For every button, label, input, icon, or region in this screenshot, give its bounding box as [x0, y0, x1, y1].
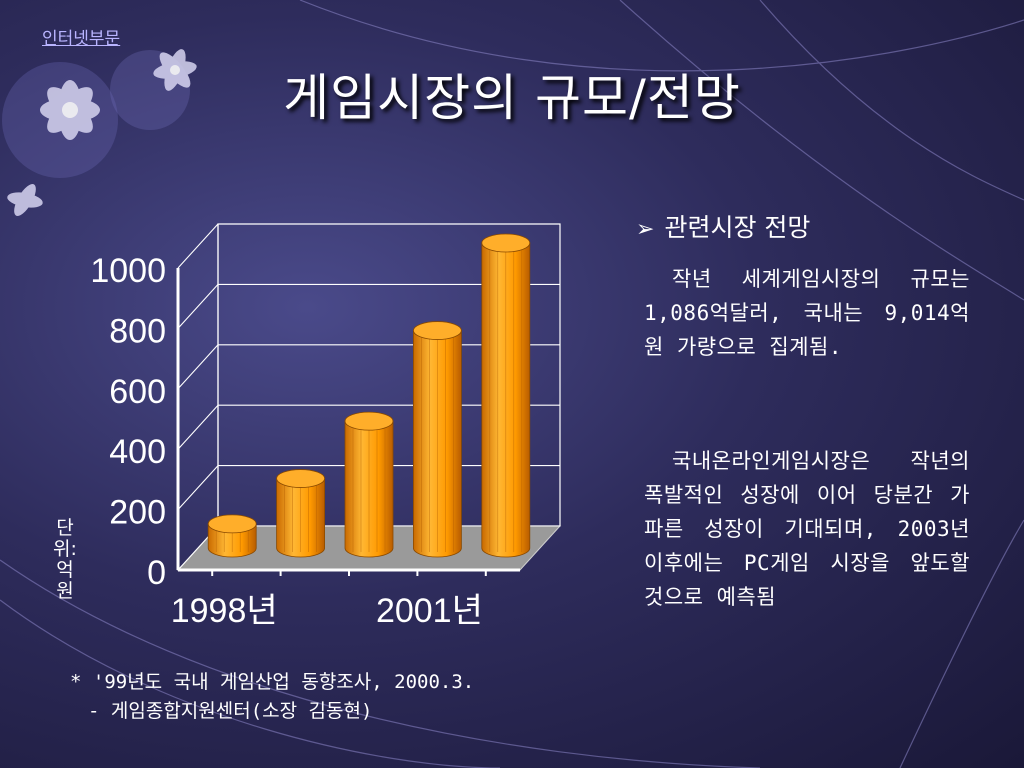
x-tick-label: 1998년: [171, 592, 278, 630]
bar-cap: [276, 469, 326, 488]
bar-2002년: [481, 233, 531, 558]
arrow-bullet-icon: ➢: [636, 217, 655, 242]
y-tick-label: 0: [147, 554, 166, 592]
bar-2001년: [412, 321, 462, 558]
y-tick-label: 200: [109, 494, 166, 532]
x-tick-label: 2001년: [376, 592, 483, 630]
bar-cap: [412, 321, 462, 340]
source-note: * '99년도 국내 게임산업 동향조사, 2000.3. - 게임종합지원센터…: [70, 668, 474, 726]
nav-link-internet[interactable]: 인터넷부문: [42, 29, 121, 49]
chart-gridline-side: [177, 284, 219, 329]
paragraph-online-market: 국내온라인게임시장은 작년의 폭발적인 성장에 이어 당분간 가파른 성장이 기…: [644, 449, 970, 609]
bar-1998년: [207, 514, 257, 558]
chart-gridline-side: [177, 344, 219, 390]
paragraph-world-market: 작년 세계게임시장의 규모는 1,086억달러, 국내는 9,014억원 가량으…: [644, 267, 970, 359]
bar-cap: [207, 514, 257, 534]
chart-gridline-side: [177, 465, 219, 510]
source-line-1: * '99년도 국내 게임산업 동향조사, 2000.3.: [70, 671, 475, 693]
bar-cap: [481, 233, 531, 253]
side-heading-text: 관련시장 전망: [664, 213, 811, 242]
bar-1999년: [276, 469, 326, 558]
side-heading: ➢ 관련시장 전망: [636, 208, 810, 244]
chart-gridline-side: [177, 223, 219, 269]
slide-title: 게임시장의 규모/전망: [283, 69, 741, 127]
source-line-2: - 게임종합지원센터(소장 김동현): [88, 700, 373, 722]
y-axis-unit-label: 단위:억원: [53, 517, 77, 602]
bar-cap: [344, 411, 394, 431]
bar-2000년: [344, 411, 394, 558]
y-tick-label: 600: [109, 373, 166, 411]
y-tick-label: 800: [109, 312, 166, 350]
y-tick-label: 400: [109, 433, 166, 471]
y-tick-label: 1000: [90, 252, 166, 290]
chart-gridline-side: [177, 404, 219, 450]
